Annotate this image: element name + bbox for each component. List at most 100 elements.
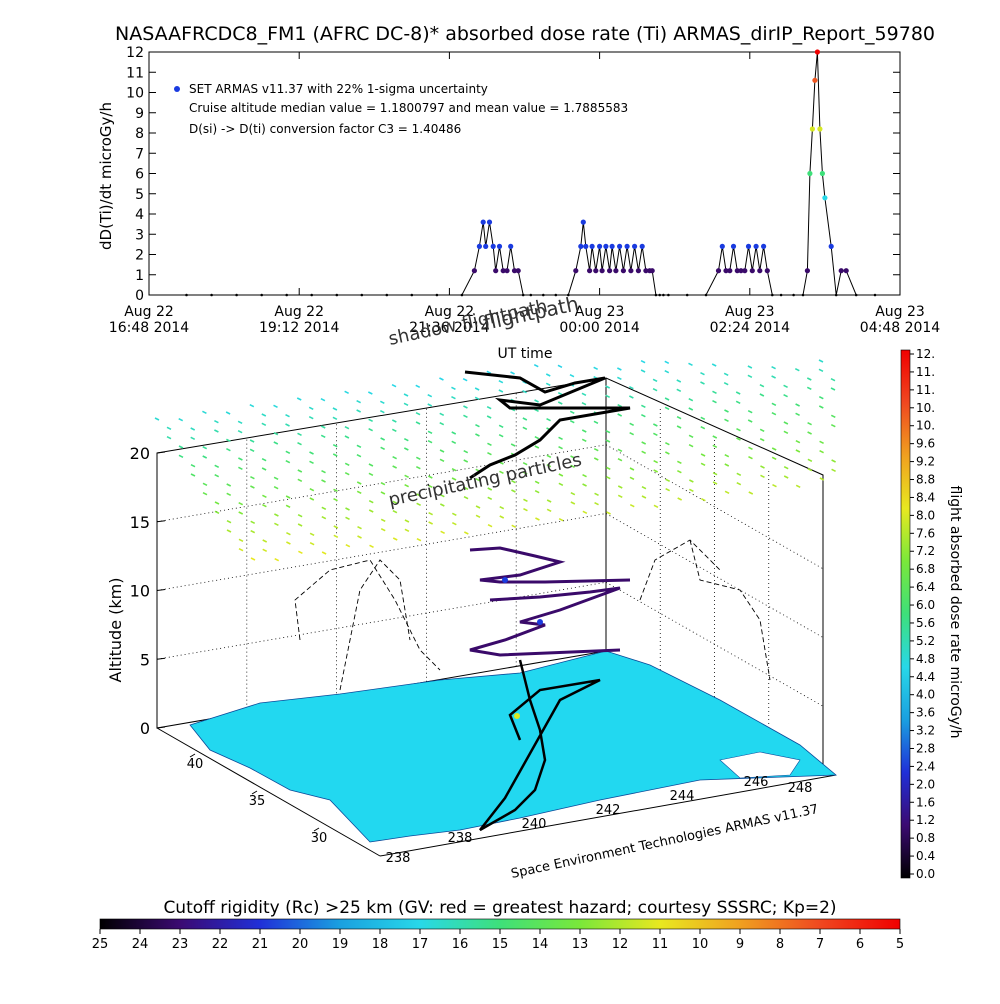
particle-mark <box>558 517 564 522</box>
projection-trace <box>639 539 721 601</box>
particle-mark <box>677 469 682 474</box>
particle-mark <box>760 465 765 469</box>
colorbar-tick-label: 9.2 <box>916 455 935 469</box>
rigidity-tick-label: 24 <box>132 937 149 952</box>
particle-mark <box>522 417 528 421</box>
dose-rate-point <box>738 268 744 274</box>
lon-tick-label: 238 <box>448 831 473 846</box>
particle-mark <box>605 439 611 443</box>
particle-mark <box>344 435 350 439</box>
dose-rate-point <box>727 268 733 274</box>
particle-mark <box>356 481 362 485</box>
particle-mark <box>533 363 539 368</box>
particle-mark <box>748 455 753 460</box>
particle-mark <box>463 449 469 454</box>
dose-rate-point <box>620 268 627 274</box>
particle-mark <box>664 360 670 365</box>
particle-mark <box>225 411 231 415</box>
lon-tick-label-corner: 238 <box>386 851 411 866</box>
dose-rate-point <box>460 293 464 297</box>
chart-title: NASAAFRCDC8_FM1 (AFRC DC-8)* absorbed do… <box>115 23 935 45</box>
dose-rate-point <box>742 268 748 274</box>
particle-mark <box>795 439 801 444</box>
particle-mark <box>487 487 493 491</box>
particle-mark <box>759 393 765 397</box>
colorbar-tick-label: 0.0 <box>916 867 935 881</box>
particle-mark <box>391 428 397 433</box>
rigidity-tick-label: 14 <box>532 937 549 952</box>
colorbar-tick-label: 7.2 <box>916 544 935 558</box>
shadow-flightpath <box>464 370 631 480</box>
particle-mark <box>487 451 492 456</box>
particle-mark <box>558 473 564 477</box>
particle-mark <box>818 395 824 400</box>
particle-mark <box>665 478 671 483</box>
particle-mark <box>701 497 706 502</box>
particle-mark <box>297 523 303 527</box>
particle-mark <box>545 382 551 387</box>
dose-rate-point <box>807 170 813 177</box>
footer-credit: Space Environment Technologies ARMAS v11… <box>510 802 820 882</box>
x-tick-label-time: 00:00 2014 <box>559 320 640 336</box>
particle-mark <box>356 444 362 449</box>
colorbar-tick-label: 5.2 <box>916 634 935 648</box>
particle-mark <box>190 473 196 477</box>
particle-mark <box>617 367 622 371</box>
particle-mark <box>214 464 220 469</box>
particle-mark <box>807 421 812 426</box>
dose-rate-point <box>511 268 518 274</box>
particle-mark <box>819 477 825 481</box>
particle-mark <box>166 435 172 440</box>
particle-mark <box>428 511 433 516</box>
particle-mark <box>665 487 671 492</box>
particle-mark <box>309 460 314 465</box>
particle-mark <box>700 416 706 421</box>
particle-mark <box>712 435 718 439</box>
particle-mark <box>226 519 232 524</box>
particle-mark <box>202 482 208 487</box>
particle-mark <box>676 388 682 393</box>
particle-mark <box>308 415 314 420</box>
particle-mark <box>819 440 824 445</box>
particle-mark <box>392 500 398 505</box>
particle-mark <box>771 365 776 370</box>
particle-mark <box>830 377 836 382</box>
y-tick-label: 1 <box>135 268 144 284</box>
dose-rate-point <box>639 243 645 249</box>
rigidity-tick-label: 16 <box>452 937 469 952</box>
particle-mark <box>463 495 469 500</box>
particle-mark <box>262 548 268 553</box>
dose-rate-point <box>599 268 605 274</box>
particle-mark <box>712 481 718 485</box>
rigidity-tick-label: 25 <box>92 937 109 952</box>
particle-mark <box>202 455 208 459</box>
particle-mark <box>581 438 587 443</box>
particle-mark <box>379 409 385 414</box>
dose-rate-point <box>632 243 638 249</box>
particle-mark <box>593 420 599 425</box>
dose-rate-point <box>529 293 533 297</box>
dose-rate-point <box>822 195 828 201</box>
particle-mark <box>298 550 303 555</box>
particle-mark <box>795 449 801 453</box>
particle-mark <box>487 442 492 447</box>
rigidity-tick-label: 23 <box>172 937 189 952</box>
rigidity-tick-label: 21 <box>252 937 269 952</box>
particle-mark <box>273 404 278 409</box>
z-tick-label: 15 <box>130 513 150 532</box>
dose-rate-point <box>662 293 665 297</box>
colorbar-tick-label: 4.4 <box>916 670 935 684</box>
particle-mark <box>534 399 539 403</box>
colorbar-tick-label: 3.2 <box>916 724 935 738</box>
x-tick-label-time: 21:36 2014 <box>409 320 490 336</box>
particle-mark <box>403 402 409 407</box>
particle-mark <box>439 377 444 381</box>
particle-mark <box>392 509 398 514</box>
z-tick-label: 0 <box>140 719 150 738</box>
dose-rate-point <box>854 293 858 297</box>
particle-mark <box>308 406 314 411</box>
rigidity-colorbar <box>99 918 901 930</box>
dose-rate-point <box>771 293 774 297</box>
rigidity-tick-label: 22 <box>212 937 229 952</box>
particle-mark <box>594 501 599 506</box>
